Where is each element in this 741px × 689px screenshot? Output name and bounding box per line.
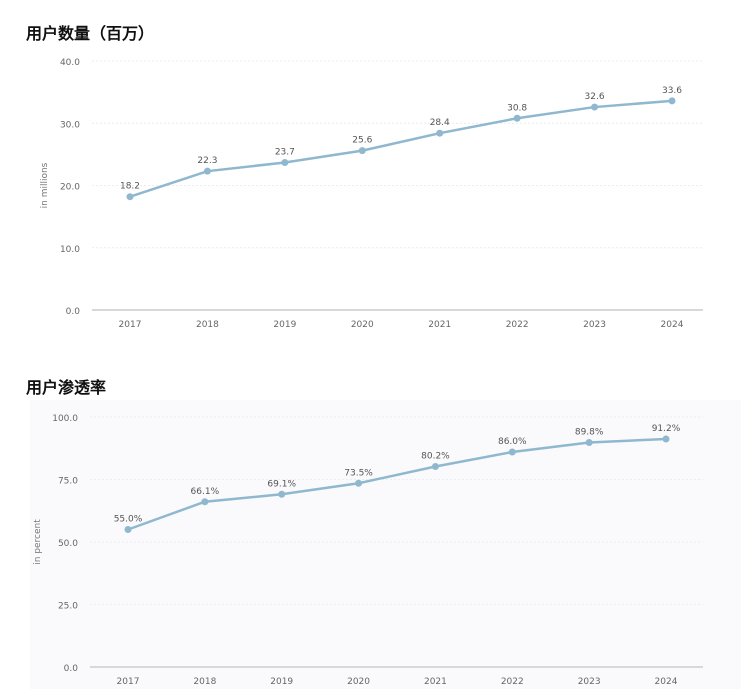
data-label: 32.6 bbox=[585, 92, 605, 102]
data-label: 66.1% bbox=[191, 487, 220, 497]
data-point bbox=[278, 490, 286, 498]
x-tick-label: 2022 bbox=[501, 677, 524, 687]
data-label: 91.2% bbox=[652, 424, 681, 434]
x-tick-label: 2017 bbox=[117, 677, 140, 687]
data-label: 80.2% bbox=[421, 452, 450, 462]
data-point bbox=[358, 147, 366, 155]
y-tick-label: 25.0 bbox=[58, 602, 78, 612]
data-point bbox=[662, 435, 670, 443]
data-point bbox=[203, 167, 211, 175]
y-tick-label: 0.0 bbox=[66, 307, 81, 317]
user-count-chart: 0.0 10.0 20.0 30.0 40.0 in millions 2017 2018 20… bbox=[40, 58, 703, 330]
x-tick-label: 2021 bbox=[424, 677, 447, 687]
y-tick-label: 100.0 bbox=[52, 414, 78, 424]
x-tick-label: 2024 bbox=[655, 677, 678, 687]
x-tick-label: 2021 bbox=[428, 320, 451, 330]
x-tick-label: 2019 bbox=[273, 320, 296, 330]
y-tick-label: 10.0 bbox=[60, 245, 80, 255]
y-tick-label: 20.0 bbox=[60, 183, 80, 193]
chart1-title: 用户数量（百万） bbox=[26, 24, 155, 43]
data-point bbox=[355, 479, 363, 487]
y-tick-label: 40.0 bbox=[60, 58, 80, 68]
data-point bbox=[431, 463, 439, 470]
data-label: 23.7 bbox=[275, 147, 295, 157]
data-point bbox=[436, 129, 444, 137]
data-point bbox=[281, 158, 289, 166]
data-label: 25.6 bbox=[352, 136, 372, 146]
x-tick-label: 2020 bbox=[347, 677, 370, 687]
y-axis-title: in millions bbox=[40, 162, 50, 208]
data-point bbox=[124, 526, 132, 533]
chart2-background bbox=[30, 400, 741, 689]
y-axis-title: in percent bbox=[33, 519, 43, 565]
y-tick-label: 0.0 bbox=[64, 664, 79, 674]
data-label: 55.0% bbox=[114, 515, 143, 525]
x-tick-label: 2018 bbox=[196, 320, 219, 330]
data-point bbox=[513, 114, 521, 122]
x-tick-label: 2022 bbox=[506, 320, 529, 330]
data-point bbox=[201, 498, 209, 506]
data-label: 28.4 bbox=[430, 118, 450, 128]
data-point bbox=[591, 103, 599, 111]
x-tick-label: 2020 bbox=[351, 320, 374, 330]
x-tick-label: 2024 bbox=[661, 320, 684, 330]
data-label: 33.6 bbox=[662, 86, 682, 96]
data-label: 86.0% bbox=[498, 437, 527, 447]
chart2-title: 用户渗透率 bbox=[26, 378, 107, 397]
y-tick-label: 30.0 bbox=[60, 120, 80, 130]
data-label: 73.5% bbox=[344, 468, 373, 478]
data-label: 69.1% bbox=[267, 479, 296, 489]
data-point bbox=[585, 439, 593, 446]
series-line bbox=[127, 437, 667, 531]
data-point bbox=[668, 97, 676, 105]
x-tick-label: 2023 bbox=[578, 677, 601, 687]
x-tick-label: 2023 bbox=[583, 320, 606, 330]
y-tick-label: 50.0 bbox=[58, 539, 78, 549]
data-label: 30.8 bbox=[507, 103, 527, 113]
data-point bbox=[508, 448, 516, 456]
data-label: 18.2 bbox=[120, 182, 140, 192]
data-label: 22.3 bbox=[197, 156, 217, 166]
x-tick-label: 2019 bbox=[270, 677, 293, 687]
data-point bbox=[126, 193, 134, 201]
y-tick-label: 75.0 bbox=[58, 477, 78, 487]
data-label: 89.8% bbox=[575, 428, 604, 438]
x-tick-label: 2018 bbox=[193, 677, 216, 687]
series-line bbox=[129, 99, 673, 198]
x-tick-label: 2017 bbox=[119, 320, 142, 330]
